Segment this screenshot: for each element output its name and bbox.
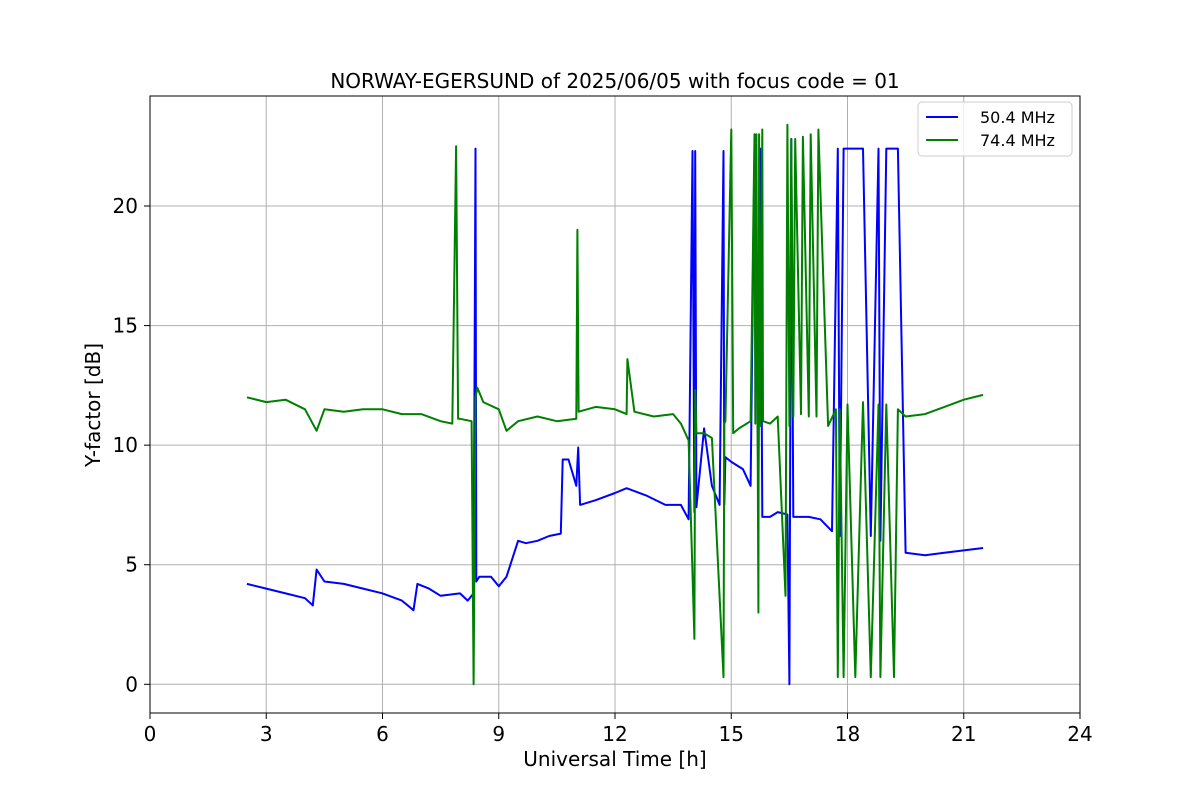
x-tick-label: 24 [1067, 722, 1092, 746]
y-axis: 0 5 10 15 20 [113, 194, 150, 696]
x-tick-label: 9 [492, 722, 505, 746]
y-tick-label: 5 [125, 553, 138, 577]
x-axis: 0 3 6 9 12 15 18 21 24 [144, 713, 1093, 746]
series-group [246, 123, 984, 686]
series-line-0 [246, 138, 984, 686]
x-tick-label: 0 [144, 722, 157, 746]
x-tick-label: 3 [260, 722, 273, 746]
x-axis-label: Universal Time [h] [523, 747, 706, 771]
y-tick-label: 20 [113, 194, 138, 218]
x-tick-label: 12 [602, 722, 627, 746]
legend: 50.4 MHz 74.4 MHz [917, 101, 1073, 157]
y-axis-label: Y-factor [dB] [81, 343, 105, 468]
legend-label-74mhz: 74.4 MHz [980, 131, 1055, 150]
legend-label-50mhz: 50.4 MHz [980, 108, 1055, 127]
series-line-1 [246, 123, 984, 686]
y-tick-label: 0 [125, 672, 138, 696]
x-tick-label: 15 [719, 722, 744, 746]
x-tick-label: 21 [951, 722, 976, 746]
legend-box [917, 101, 1073, 157]
x-tick-label: 6 [376, 722, 389, 746]
y-tick-label: 15 [113, 314, 138, 338]
x-tick-label: 18 [835, 722, 860, 746]
chart-title: NORWAY-EGERSUND of 2025/06/05 with focus… [330, 69, 899, 93]
y-tick-label: 10 [113, 433, 138, 457]
